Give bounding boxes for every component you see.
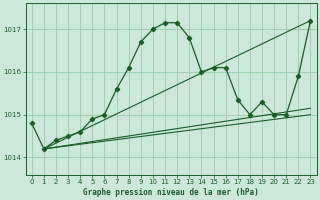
X-axis label: Graphe pression niveau de la mer (hPa): Graphe pression niveau de la mer (hPa) xyxy=(83,188,259,197)
